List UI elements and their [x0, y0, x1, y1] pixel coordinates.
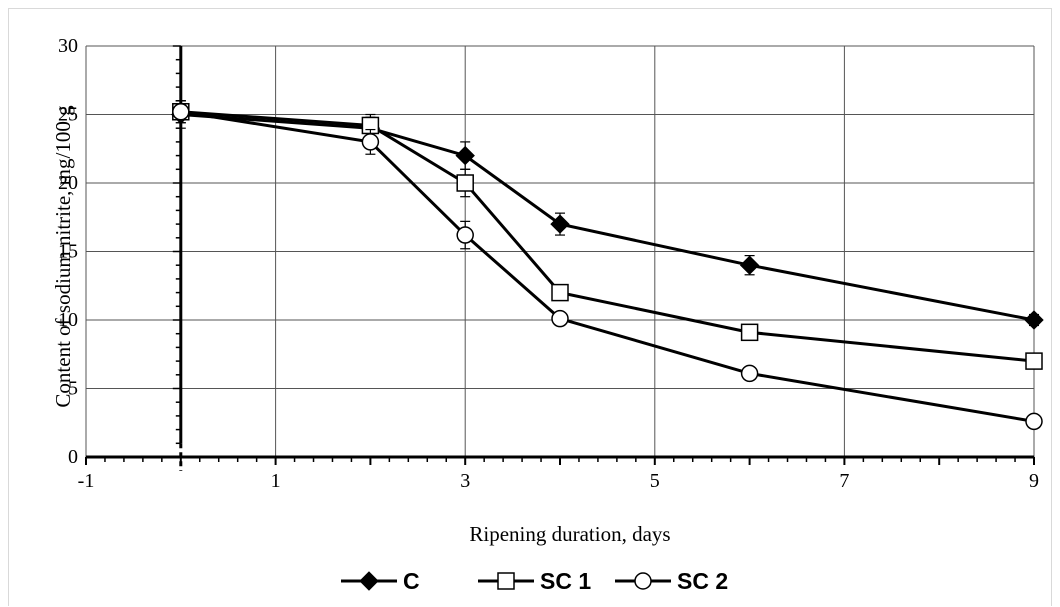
series-sc-2 [172, 100, 1043, 431]
marker-diamond [359, 571, 379, 591]
y-tick-label: 20 [58, 172, 78, 194]
series-layer [171, 100, 1044, 431]
marker-circle [172, 103, 190, 121]
marker-circle [634, 572, 652, 590]
legend-item: SC 1 [478, 568, 591, 594]
marker-circle [551, 309, 569, 328]
marker-circle [740, 364, 759, 383]
series-c [171, 100, 1044, 330]
marker-square [456, 174, 474, 192]
marker-circle [456, 226, 474, 244]
marker-diamond [550, 214, 570, 234]
x-tick-label: 9 [1029, 470, 1039, 492]
y-tick-label: 15 [58, 241, 78, 263]
marker-diamond [1024, 310, 1044, 330]
legend-label: SC 1 [540, 568, 591, 594]
marker-diamond [455, 145, 475, 166]
y-tick-label: 25 [58, 104, 78, 126]
y-axis-title: Content of sodium nitrite, mg/100 g [51, 105, 75, 408]
legend-item: SC 2 [615, 568, 728, 594]
marker-circle [361, 133, 380, 151]
marker-square [497, 572, 515, 590]
ticks: 0 5 10 15 20 25 30 -1 1 3 5 7 9 [58, 35, 1039, 492]
chart-frame: 0 5 10 15 20 25 30 -1 1 3 5 7 9 Ripening duration, d… [8, 8, 1052, 606]
marker-diamond [739, 255, 760, 275]
axes [85, 45, 1035, 471]
legend-label: C [403, 568, 420, 594]
line-chart: 0 5 10 15 20 25 30 -1 1 3 5 7 9 Ripening duration, d… [51, 35, 1044, 594]
marker-square [1025, 352, 1043, 370]
legend: C SC 1 SC 2 [341, 568, 728, 594]
grid [86, 45, 1035, 457]
x-tick-label: 5 [650, 470, 660, 492]
x-tick-label: 7 [839, 470, 849, 492]
y-tick-label: 30 [58, 35, 78, 57]
x-tick-label: 1 [271, 470, 281, 492]
marker-square [551, 283, 569, 302]
y-tick-label: 0 [68, 446, 78, 468]
y-tick-label: 5 [68, 378, 78, 400]
x-axis-title: Ripening duration, days [469, 522, 670, 546]
x-tick-label: 3 [460, 470, 470, 492]
marker-circle [1025, 412, 1043, 431]
legend-label: SC 2 [677, 568, 728, 594]
series-line [180, 113, 1035, 322]
y-tick-label: 10 [58, 309, 78, 331]
x-tick-label: -1 [78, 470, 95, 492]
legend-item: C [341, 568, 420, 594]
series-line [180, 110, 1035, 363]
series-line [180, 110, 1035, 423]
marker-square [740, 323, 759, 342]
